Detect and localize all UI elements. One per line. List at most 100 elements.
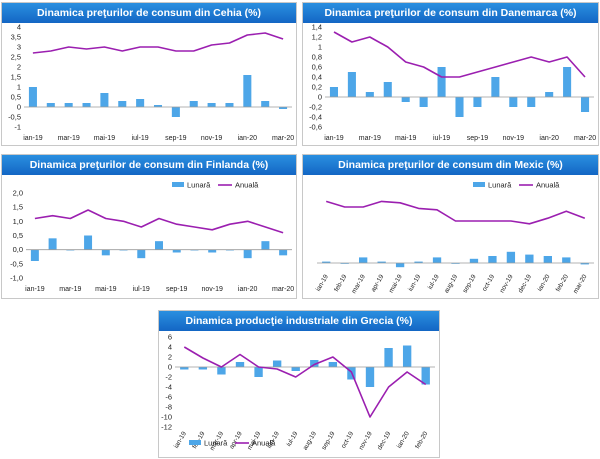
x-tick-label: dec-19 — [376, 430, 392, 451]
x-tick-label: ian-20 — [238, 286, 258, 293]
y-tick-label: 1,5 — [13, 203, 23, 212]
y-tick-label: -6 — [165, 393, 172, 402]
x-tick-label: apr-19 — [228, 430, 244, 450]
y-tick-label: 2,5 — [11, 53, 21, 62]
y-tick-label: 0,2 — [312, 83, 322, 92]
x-tick-label: oct-19 — [481, 273, 496, 292]
chart-finlanda: -1,0 -0,5 0,0 0,5 1,0 1,5 2,0 ian-19 mar-19 mai-1… — [10, 181, 294, 294]
bar-lunara — [491, 77, 500, 97]
line-anuala — [32, 32, 284, 54]
x-tick-label: mar-19 — [58, 135, 80, 142]
chart-title: Dinamica preţurilor de consum din Danema… — [303, 3, 598, 23]
bar-lunara — [243, 75, 252, 107]
bar-lunara — [279, 249, 288, 256]
y-tick-label: 0,8 — [312, 53, 322, 62]
y-tick-label: 2 — [168, 353, 172, 362]
y-tick-label: 1 — [17, 83, 21, 92]
panel-grecia: Dinamica producţie industriale din Greci… — [158, 310, 440, 458]
x-tick-label: feb-19 — [333, 273, 348, 293]
bar-lunara — [419, 97, 428, 107]
x-tick-label: mar-20 — [574, 135, 596, 142]
bar-lunara — [488, 256, 497, 263]
bar-lunara — [100, 93, 109, 107]
bar-lunara — [402, 345, 412, 367]
bar-lunara — [401, 97, 410, 102]
x-tick-label: sep-19 — [462, 273, 478, 294]
bar-lunara — [261, 101, 270, 107]
y-tick-label: 0 — [168, 363, 172, 372]
bar-lunara — [322, 261, 331, 263]
bar-lunara — [189, 101, 198, 107]
x-tick-label: sep-19 — [321, 430, 337, 451]
bar-lunara — [225, 103, 234, 107]
chart-title: Dinamica preţurilor de consum din Finlan… — [2, 155, 296, 175]
y-tick-label: -0,2 — [309, 103, 322, 112]
x-tick-label: feb-20 — [555, 273, 570, 293]
x-tick-label: iul-19 — [427, 273, 441, 291]
bar-lunara — [118, 101, 127, 107]
y-tick-label: 0,0 — [13, 245, 23, 254]
y-tick-label: -1,0 — [10, 274, 23, 283]
y-tick-label: 3,5 — [11, 33, 21, 42]
bar-lunara — [580, 97, 590, 112]
legend-bar-swatch — [189, 440, 201, 445]
y-tick-label: 1,0 — [13, 217, 23, 226]
x-tick-label: oct-19 — [340, 430, 355, 449]
bar-lunara — [46, 103, 55, 107]
x-tick-label: mar-20 — [272, 286, 294, 293]
chart-title: Dinamica producţie industriale din Greci… — [159, 311, 439, 331]
legend-label-anuala: Anuală — [252, 439, 276, 448]
y-tick-label: -10 — [161, 413, 172, 422]
y-tick-label: 0,5 — [11, 93, 21, 102]
bar-lunara — [506, 251, 516, 263]
legend-label-lunara: Lunară — [187, 181, 211, 190]
bar-lunara — [525, 254, 534, 263]
bar-lunara — [272, 360, 282, 367]
bar-lunara — [383, 82, 392, 97]
bar-lunara — [545, 92, 554, 97]
chart-grecia: -12-10-8-6-4-20246ian-19feb-19mar-19apr-… — [161, 333, 435, 452]
chart-cehia: -1-0,500,511,522,533,54 ian-19 mar-19 mai-1… — [8, 23, 294, 142]
x-tick-label: ian-20 — [536, 273, 551, 292]
bar-lunara — [563, 67, 572, 97]
x-tick-label: nov-19 — [201, 135, 223, 142]
bar-lunara — [347, 72, 356, 97]
bar-lunara — [384, 348, 393, 367]
x-tick-label: mai-19 — [395, 135, 417, 142]
bar-lunara — [82, 103, 91, 107]
bar-lunara — [469, 258, 479, 263]
bar-lunara — [254, 367, 263, 377]
y-tick-label: -0,5 — [10, 259, 23, 268]
x-tick-label: sep-19 — [165, 135, 187, 142]
bar-lunara — [395, 263, 405, 268]
bar-lunara — [261, 241, 270, 250]
x-tick-label: mai-19 — [94, 135, 116, 142]
bar-lunara — [180, 367, 189, 370]
bar-lunara — [30, 249, 39, 261]
bar-lunara — [137, 249, 146, 259]
bar-lunara — [421, 367, 430, 385]
x-tick-label: dec-19 — [517, 273, 533, 294]
bar-lunara — [153, 105, 163, 107]
panel-danemarca: Dinamica preţurilor de consum din Danema… — [302, 2, 599, 146]
x-tick-label: ian-19 — [315, 273, 330, 292]
legend-label-anuala: Anuală — [536, 181, 560, 190]
x-tick-label: sep-19 — [467, 135, 489, 142]
y-tick-label: -0,6 — [309, 123, 322, 132]
y-tick-label: 1,2 — [312, 33, 322, 42]
y-tick-label: -4 — [165, 383, 172, 392]
y-tick-label: 3 — [17, 43, 21, 52]
bar-lunara — [328, 362, 338, 367]
bar-lunara — [562, 257, 571, 263]
x-tick-label: iul-19 — [433, 135, 450, 142]
y-tick-label: 4 — [168, 343, 172, 352]
y-tick-label: -2 — [165, 373, 172, 382]
y-tick-label: -12 — [161, 423, 172, 432]
chart-title: Dinamica preţurilor de consum din Cehia … — [2, 3, 296, 23]
legend-bar-swatch — [473, 182, 485, 187]
bar-lunara — [101, 249, 110, 256]
x-tick-label: ian-19 — [173, 430, 188, 449]
chart-danemarca: -0,6-0,4-0,200,20,40,60,811,21,4 ian-19 ma… — [309, 23, 596, 142]
bar-lunara — [473, 97, 482, 107]
x-tick-label: mai-19 — [95, 286, 117, 293]
